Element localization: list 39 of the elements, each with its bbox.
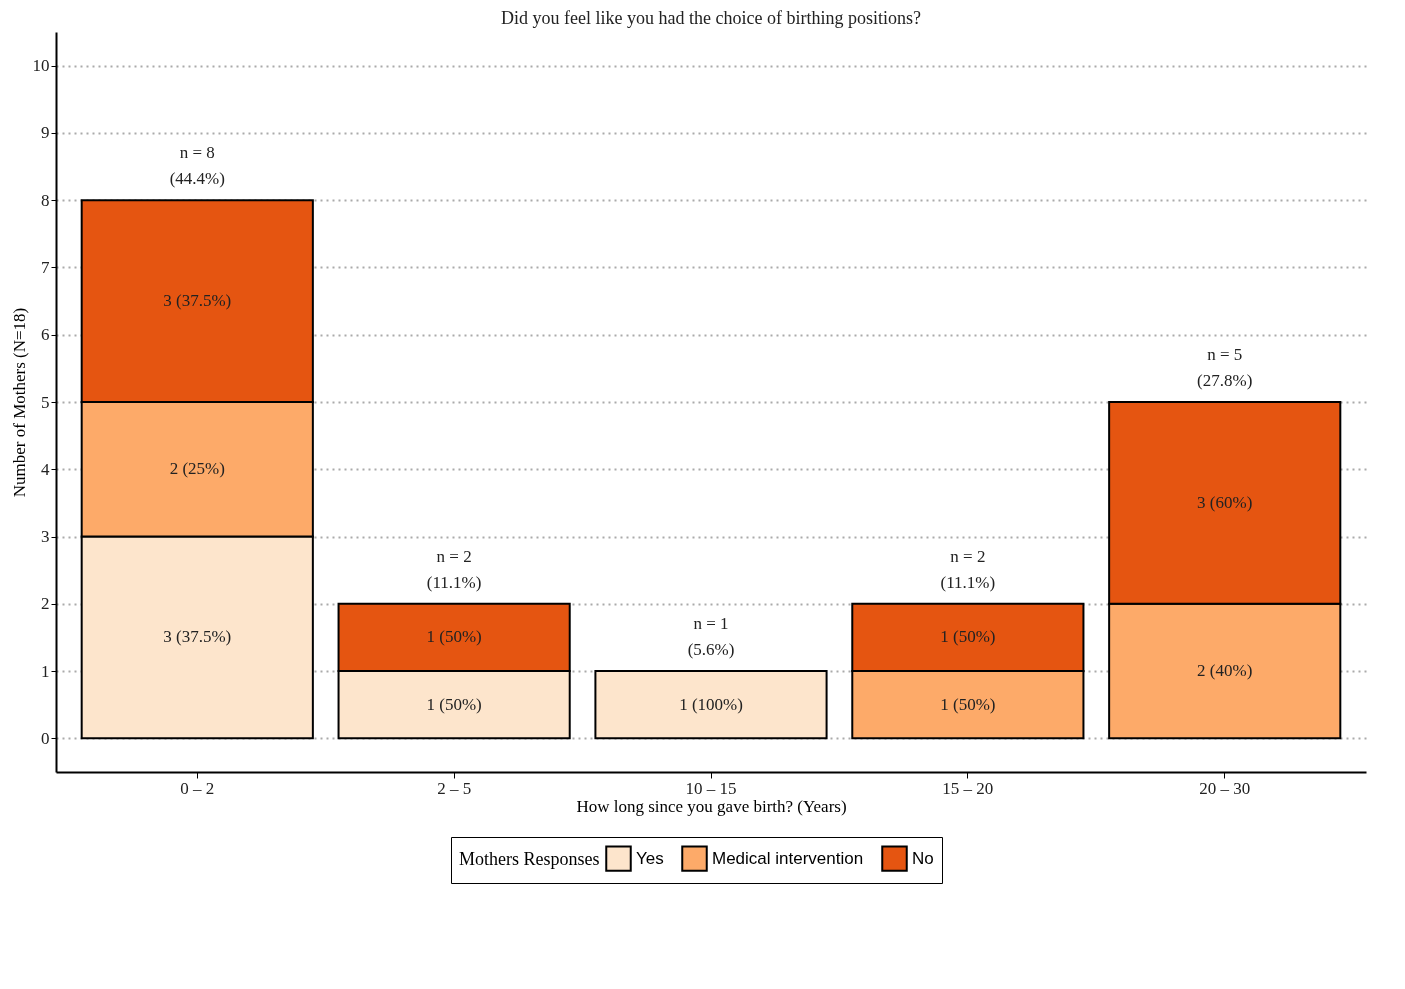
x-tick-label: 10 – 15 (685, 778, 737, 798)
y-tick-label: 8 (41, 190, 50, 210)
y-tick-label: 4 (41, 459, 50, 479)
data-label: 3 (60%) (1197, 492, 1253, 512)
legend-label: Medical intervention (712, 848, 864, 868)
y-tick-label: 3 (41, 527, 50, 547)
y-axis-title: Number of Mothers (N=18) (9, 307, 29, 498)
total-label: n = 2 (11.1%) (426, 546, 482, 592)
chart-title: Did you feel like you had the choice of birthing positions? (501, 8, 921, 28)
legend-title: Mothers Responses (459, 849, 600, 869)
data-label: 3 (37.5%) (163, 291, 232, 311)
data-label: 2 (40%) (1197, 661, 1253, 681)
legend-label: No (912, 848, 934, 868)
y-tick-label: 1 (41, 661, 50, 681)
total-label: n = 8 (44.4%) (169, 143, 225, 189)
total-label: n = 1 (5.6%) (687, 614, 735, 660)
x-tick-label: 0 – 2 (180, 778, 215, 798)
x-tick-label: 20 – 30 (1199, 778, 1251, 798)
x-axis-title: How long since you gave birth? (Years) (576, 796, 847, 816)
bar (594, 670, 828, 740)
x-tick-label: 15 – 20 (942, 778, 994, 798)
data-label: 2 (25%) (169, 459, 225, 479)
y-tick-label: 6 (41, 325, 50, 345)
x-tick-label: 2 – 5 (437, 778, 472, 798)
data-label: 3 (37.5%) (163, 627, 232, 647)
y-tick-label: 9 (41, 123, 50, 143)
y-tick-label: 2 (41, 594, 50, 614)
y-tick-label: 10 (32, 56, 50, 76)
y-tick-label: 5 (41, 392, 50, 412)
data-label: 1 (50%) (426, 694, 482, 714)
data-label: 1 (50%) (426, 627, 482, 647)
y-tick-label: 0 (41, 728, 50, 748)
data-label: 1 (50%) (940, 694, 996, 714)
legend-label: Yes (636, 848, 664, 868)
total-label: n = 5 (27.8%) (1197, 345, 1253, 390)
y-tick-label: 7 (41, 257, 50, 277)
total-label: n = 2 (11.1%) (940, 546, 996, 592)
data-label: 1 (50%) (940, 627, 996, 647)
data-label: 1 (100%) (679, 694, 743, 714)
